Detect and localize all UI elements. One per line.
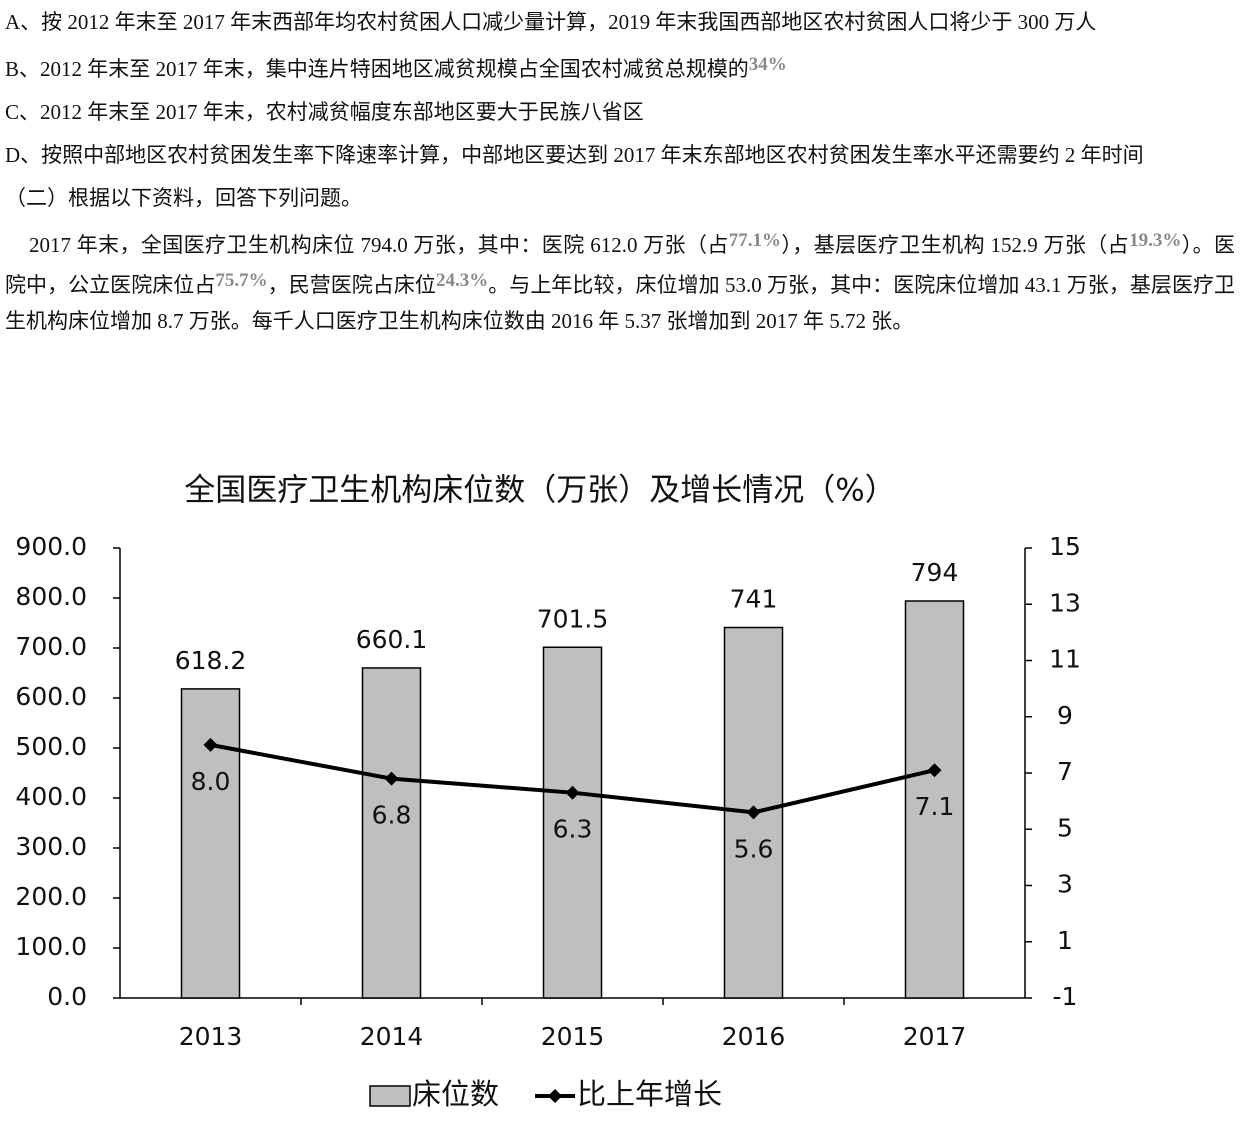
line-marker <box>746 805 761 820</box>
document-text: A、按 2012 年末至 2017 年末西部年均农村贫困人口减少量计算，2019… <box>5 4 1235 346</box>
text-run: B、2012 年末至 2017 年末，集中连片特困地区减贫规模占全国农村减贫总规… <box>5 57 749 81</box>
bar-value-label: 660.1 <box>356 625 428 654</box>
y2-tick-label: 1 <box>1057 926 1073 955</box>
text-run: A、按 2012 年末至 2017 年末西部年均农村贫困人口减少量计算，2019… <box>5 10 1097 34</box>
y-tick-label: 0.0 <box>47 982 87 1011</box>
percent-figure: 77.1% <box>728 230 781 251</box>
text-run: ，民营医院占床位 <box>267 273 436 297</box>
y2-tick-label: 9 <box>1057 701 1073 730</box>
bar <box>542 646 603 999</box>
line-value-label: 7.1 <box>915 792 955 821</box>
y-tick-label: 800.0 <box>15 582 87 611</box>
bar-value-label: 618.2 <box>175 646 247 675</box>
text-run: C、2012 年末至 2017 年末，农村减贫幅度东部地区要大于民族八省区 <box>5 100 644 124</box>
y-tick-label: 600.0 <box>15 682 87 711</box>
line-value-label: 6.3 <box>553 815 593 844</box>
bar <box>361 667 422 999</box>
percent-figure: 24.3% <box>435 270 489 291</box>
text-run: 。与上年比较，床位增加 53.0 万张，其中：医院床位增加 43.1 万张，基层… <box>5 273 1236 333</box>
y-tick-label: 900.0 <box>15 532 87 561</box>
text-run: ）。医院中，公立医院床位占 <box>5 233 1236 297</box>
percent-figure: 75.7% <box>215 270 268 291</box>
y2-tick-label: 5 <box>1057 813 1073 842</box>
x-tick-label: 2016 <box>722 1022 786 1051</box>
y-tick-label: 700.0 <box>15 632 87 661</box>
y2-tick-label: 13 <box>1049 588 1081 617</box>
y-tick-label: 300.0 <box>15 832 87 861</box>
y2-tick-label: 7 <box>1057 757 1073 786</box>
chart-title: 全国医疗卫生机构床位数（万张）及增长情况（%） <box>184 473 895 509</box>
text-run: 2017 年末，全国医疗卫生机构床位 794.0 万张，其中：医院 612.0 … <box>29 233 729 257</box>
paragraph: A、按 2012 年末至 2017 年末西部年均农村贫困人口减少量计算，2019… <box>5 4 1235 40</box>
line-marker <box>565 785 580 800</box>
percent-figure: 34% <box>748 54 787 75</box>
paragraph: C、2012 年末至 2017 年末，农村减贫幅度东部地区要大于民族八省区 <box>5 94 1235 130</box>
bar-value-label: 794 <box>911 558 959 587</box>
y-tick-label: 400.0 <box>15 782 87 811</box>
legend-swatch <box>369 1085 411 1107</box>
y2-tick-label: 11 <box>1049 645 1081 674</box>
x-tick-label: 2017 <box>903 1022 967 1051</box>
bar <box>904 600 965 999</box>
y-tick-label: 100.0 <box>15 932 87 961</box>
x-tick-label: 2014 <box>360 1022 424 1051</box>
text-run: ），基层医疗卫生机构 152.9 万张（占 <box>781 233 1130 257</box>
y-tick-label: 500.0 <box>15 732 87 761</box>
paragraph: 2017 年末，全国医疗卫生机构床位 794.0 万张，其中：医院 612.0 … <box>5 223 1235 339</box>
legend-label: 床位数 <box>412 1077 499 1111</box>
line-value-label: 6.8 <box>372 801 412 830</box>
bar-value-label: 701.5 <box>537 604 609 633</box>
y2-tick-label: 15 <box>1049 532 1081 561</box>
y2-tick-label: -1 <box>1053 982 1078 1011</box>
bar-value-label: 741 <box>730 585 778 614</box>
bar <box>180 688 241 999</box>
paragraph: D、按照中部地区农村贫困发生率下降速率计算，中部地区要达到 2017 年末东部地… <box>5 137 1235 173</box>
line-value-label: 8.0 <box>191 767 231 796</box>
y2-tick-label: 3 <box>1057 870 1073 899</box>
line-value-label: 5.6 <box>734 834 774 863</box>
text-run: （二）根据以下资料，回答下列问题。 <box>5 186 362 210</box>
line-marker <box>203 737 218 752</box>
x-tick-label: 2013 <box>179 1022 243 1051</box>
y-tick-label: 200.0 <box>15 882 87 911</box>
text-run: D、按照中部地区农村贫困发生率下降速率计算，中部地区要达到 2017 年末东部地… <box>5 143 1144 167</box>
legend-label: 比上年增长 <box>577 1077 722 1111</box>
line-marker <box>384 771 399 786</box>
paragraph: （二）根据以下资料，回答下列问题。 <box>5 180 1235 216</box>
percent-figure: 19.3% <box>1129 230 1182 251</box>
legend-marker <box>548 1089 562 1103</box>
line-marker <box>927 763 942 778</box>
paragraph: B、2012 年末至 2017 年末，集中连片特困地区减贫规模占全国农村减贫总规… <box>5 47 1235 87</box>
x-tick-label: 2015 <box>541 1022 605 1051</box>
